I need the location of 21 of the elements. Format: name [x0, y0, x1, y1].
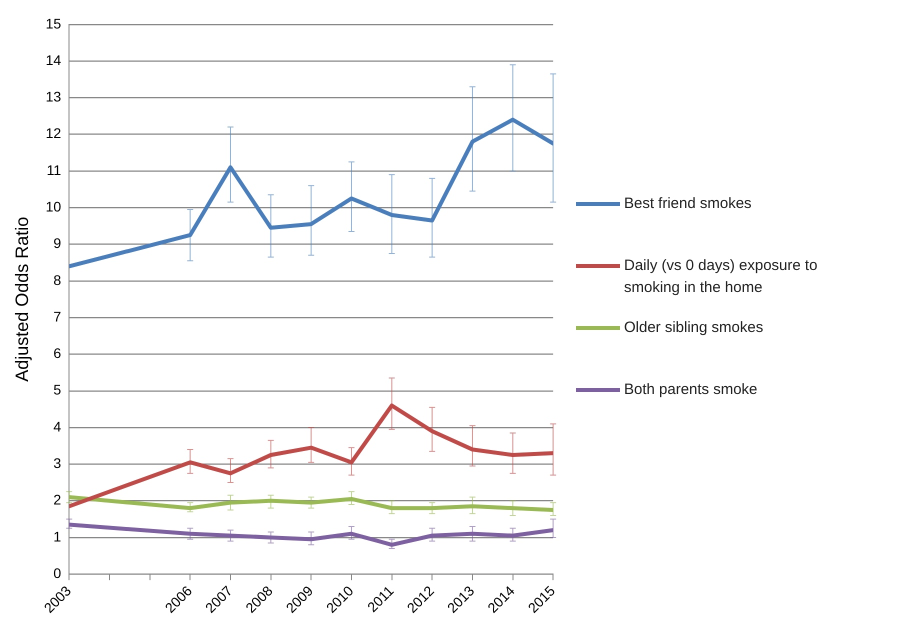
y-tick-label: 5	[53, 382, 62, 398]
y-tick-label: 12	[46, 125, 62, 142]
y-tick-label: 0	[53, 564, 62, 581]
y-axis-title: Adjusted Odds Ratio	[12, 216, 32, 382]
y-tick-label: 14	[46, 52, 62, 68]
y-tick-label: 13	[46, 88, 62, 105]
y-tick-label: 9	[53, 235, 62, 252]
y-tick-label: 7	[53, 308, 62, 324]
y-tick-label: 1	[53, 528, 62, 544]
y-tick-label: 10	[46, 198, 62, 214]
y-tick-label: 6	[53, 345, 62, 362]
y-tick-label: 11	[46, 162, 62, 178]
legend-label: Daily (vs 0 days) exposure to smoking in the home	[624, 256, 818, 298]
y-tick-label: 4	[53, 418, 62, 434]
y-tick-label: 15	[46, 15, 62, 32]
legend-label: Best friend smokes	[624, 194, 752, 214]
legend-label: Both parents smoke	[624, 380, 758, 400]
y-tick-label: 8	[53, 272, 62, 288]
y-tick-label: 3	[53, 455, 62, 472]
y-tick-label: 2	[53, 492, 62, 508]
legend-label: Older sibling smokes	[624, 318, 764, 338]
